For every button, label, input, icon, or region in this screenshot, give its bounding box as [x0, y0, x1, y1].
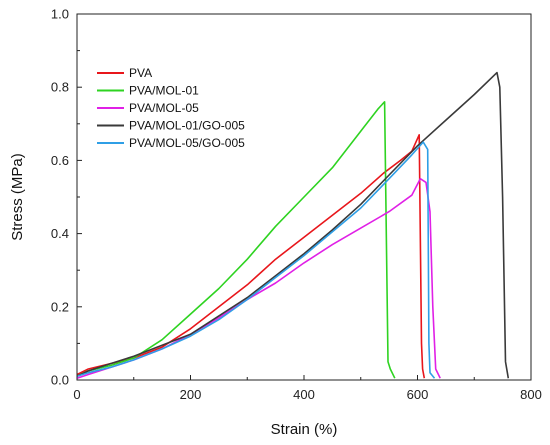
y-tick-label: 0.4 [51, 226, 69, 241]
series-layer [77, 71, 510, 379]
x-tick-label: 400 [293, 387, 315, 402]
legend-label: PVA/MOL-01/GO-005 [129, 119, 245, 133]
legend-label: PVA/MOL-05 [129, 101, 199, 115]
legend-label: PVA/MOL-05/GO-005 [129, 136, 245, 150]
legend-label: PVA [129, 66, 152, 80]
series-line-5 [77, 141, 436, 379]
x-tick-label: 800 [520, 387, 542, 402]
legend: PVA PVA/MOL-01 PVA/MOL-05 PVA/MOL-01/GO-005… [97, 66, 245, 150]
x-tick-label: 200 [180, 387, 202, 402]
series-line-2 [77, 101, 396, 379]
y-tick-label: 1.0 [51, 7, 69, 22]
y-axis-title: Stress (MPa) [9, 153, 26, 241]
y-tick-label: 0.0 [51, 373, 69, 388]
series-line-4 [77, 71, 510, 379]
y-tick-label: 0.6 [51, 153, 69, 168]
x-tick-label: 600 [407, 387, 429, 402]
y-tick-label: 0.8 [51, 80, 69, 95]
x-tick-label: 0 [73, 387, 80, 402]
x-axis-title: Strain (%) [271, 421, 338, 438]
axis-ticks: 0 200 400 600 800 0.0 0.2 0.4 0.6 0.8 1.0 [51, 7, 542, 403]
y-tick-label: 0.2 [51, 299, 69, 314]
legend-label: PVA/MOL-01 [129, 84, 199, 98]
